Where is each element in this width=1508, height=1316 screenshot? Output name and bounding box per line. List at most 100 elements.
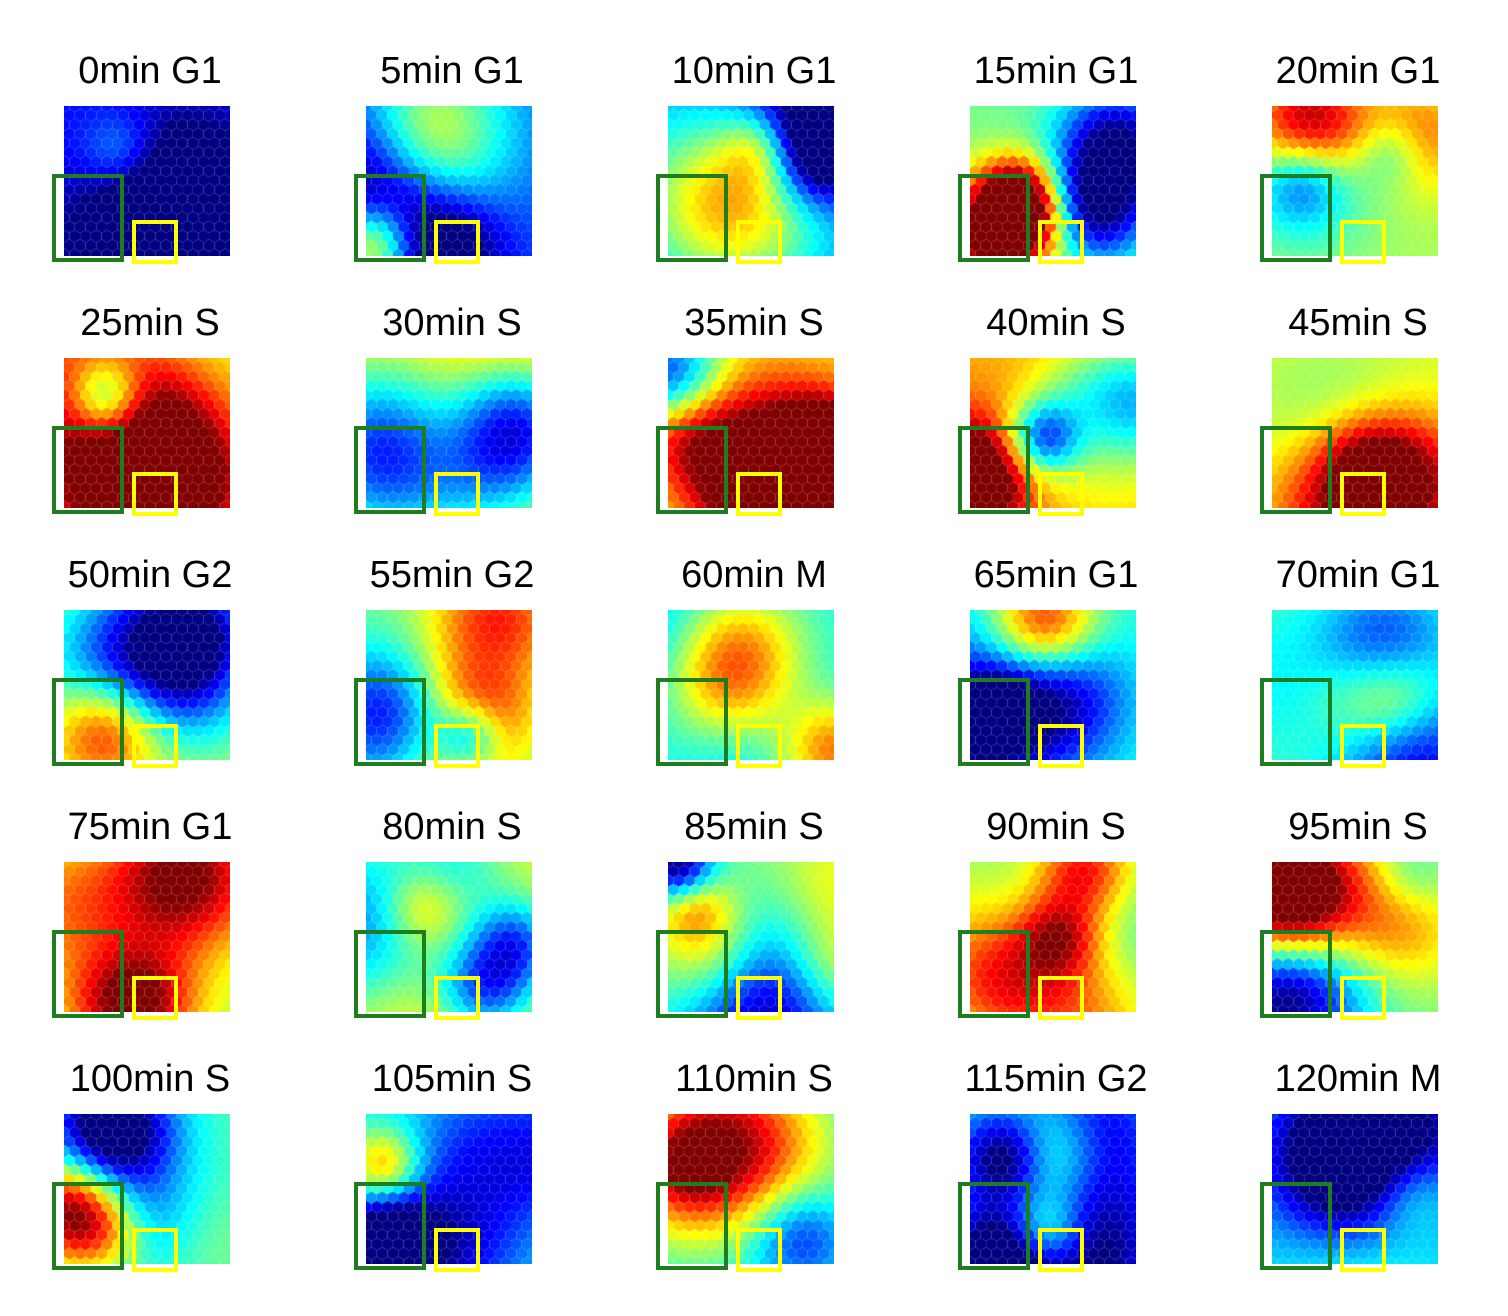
som-heatmap bbox=[52, 862, 252, 1042]
som-heatmap bbox=[656, 1114, 856, 1294]
hexagon-heatmap-canvas bbox=[366, 1114, 532, 1264]
yellow-highlight-box bbox=[132, 1228, 178, 1272]
hexagon-heatmap-canvas bbox=[64, 862, 230, 1012]
som-heatmap bbox=[354, 358, 554, 538]
panel-title: 45min S bbox=[1288, 302, 1428, 344]
panel-title: 40min S bbox=[986, 302, 1126, 344]
green-highlight-box bbox=[656, 1182, 728, 1270]
hexagon-heatmap-canvas bbox=[64, 106, 230, 256]
hexagon-heatmap-canvas bbox=[970, 106, 1136, 256]
som-heatmap bbox=[958, 862, 1158, 1042]
yellow-highlight-box bbox=[1038, 724, 1084, 768]
panel-title: 70min G1 bbox=[1275, 554, 1441, 596]
hexagon-heatmap-canvas bbox=[1272, 106, 1438, 256]
yellow-highlight-box bbox=[434, 724, 480, 768]
hexagon-heatmap-canvas bbox=[64, 358, 230, 508]
som-heatmap bbox=[52, 358, 252, 538]
green-highlight-box bbox=[354, 1182, 426, 1270]
panel-title: 115min G2 bbox=[964, 1058, 1148, 1100]
green-highlight-box bbox=[1260, 678, 1332, 766]
yellow-highlight-box bbox=[132, 472, 178, 516]
yellow-highlight-box bbox=[1340, 472, 1386, 516]
panel-title: 85min S bbox=[684, 806, 824, 848]
som-heatmap bbox=[1260, 358, 1460, 538]
hexagon-heatmap-canvas bbox=[64, 610, 230, 760]
yellow-highlight-box bbox=[132, 220, 178, 264]
hexagon-heatmap-canvas bbox=[970, 610, 1136, 760]
som-panel: 55min G2 bbox=[302, 552, 602, 804]
panel-title: 30min S bbox=[382, 302, 522, 344]
hexagon-heatmap-canvas bbox=[668, 1114, 834, 1264]
som-panel: 65min G1 bbox=[906, 552, 1206, 804]
som-panel: 25min S bbox=[0, 300, 300, 552]
som-heatmap bbox=[1260, 610, 1460, 790]
som-panel: 40min S bbox=[906, 300, 1206, 552]
som-heatmap bbox=[354, 1114, 554, 1294]
som-heatmap bbox=[1260, 1114, 1460, 1294]
yellow-highlight-box bbox=[132, 724, 178, 768]
yellow-highlight-box bbox=[736, 724, 782, 768]
panel-title: 110min S bbox=[675, 1058, 833, 1100]
yellow-highlight-box bbox=[132, 976, 178, 1020]
som-panel: 95min S bbox=[1208, 804, 1508, 1056]
yellow-highlight-box bbox=[434, 1228, 480, 1272]
green-highlight-box bbox=[958, 930, 1030, 1018]
green-highlight-box bbox=[52, 678, 124, 766]
som-panel: 5min G1 bbox=[302, 48, 602, 300]
som-heatmap bbox=[958, 1114, 1158, 1294]
yellow-highlight-box bbox=[1038, 1228, 1084, 1272]
yellow-highlight-box bbox=[1038, 976, 1084, 1020]
green-highlight-box bbox=[656, 678, 728, 766]
green-highlight-box bbox=[1260, 1182, 1332, 1270]
som-panel: 85min S bbox=[604, 804, 904, 1056]
green-highlight-box bbox=[656, 930, 728, 1018]
green-highlight-box bbox=[958, 174, 1030, 262]
som-panel: 105min S bbox=[302, 1056, 602, 1308]
panel-title: 75min G1 bbox=[67, 806, 233, 848]
som-panel: 120min M bbox=[1208, 1056, 1508, 1308]
som-panel: 15min G1 bbox=[906, 48, 1206, 300]
hexagon-heatmap-canvas bbox=[1272, 1114, 1438, 1264]
som-panel: 35min S bbox=[604, 300, 904, 552]
green-highlight-box bbox=[1260, 426, 1332, 514]
hexagon-heatmap-canvas bbox=[970, 358, 1136, 508]
som-heatmap bbox=[354, 610, 554, 790]
panel-title: 35min S bbox=[684, 302, 824, 344]
panel-title: 5min G1 bbox=[380, 50, 524, 92]
panel-title: 10min G1 bbox=[671, 50, 837, 92]
green-highlight-box bbox=[354, 930, 426, 1018]
green-highlight-box bbox=[656, 174, 728, 262]
som-heatmap bbox=[1260, 862, 1460, 1042]
green-highlight-box bbox=[354, 426, 426, 514]
som-panel: 20min G1 bbox=[1208, 48, 1508, 300]
green-highlight-box bbox=[1260, 930, 1332, 1018]
yellow-highlight-box bbox=[1340, 220, 1386, 264]
som-panel: 10min G1 bbox=[604, 48, 904, 300]
green-highlight-box bbox=[354, 174, 426, 262]
som-panel: 70min G1 bbox=[1208, 552, 1508, 804]
hexagon-heatmap-canvas bbox=[366, 862, 532, 1012]
yellow-highlight-box bbox=[736, 976, 782, 1020]
som-panel: 0min G1 bbox=[0, 48, 300, 300]
som-heatmap bbox=[656, 862, 856, 1042]
som-panel: 60min M bbox=[604, 552, 904, 804]
som-panel: 110min S bbox=[604, 1056, 904, 1308]
panel-title: 55min G2 bbox=[369, 554, 535, 596]
hexagon-heatmap-canvas bbox=[668, 106, 834, 256]
yellow-highlight-box bbox=[1340, 724, 1386, 768]
hexagon-heatmap-canvas bbox=[366, 358, 532, 508]
som-panel: 30min S bbox=[302, 300, 602, 552]
hexagon-heatmap-canvas bbox=[1272, 358, 1438, 508]
yellow-highlight-box bbox=[1038, 220, 1084, 264]
yellow-highlight-box bbox=[434, 976, 480, 1020]
som-heatmap bbox=[52, 1114, 252, 1294]
som-heatmap bbox=[656, 358, 856, 538]
green-highlight-box bbox=[354, 678, 426, 766]
panel-title: 95min S bbox=[1288, 806, 1428, 848]
yellow-highlight-box bbox=[434, 220, 480, 264]
som-panel: 100min S bbox=[0, 1056, 300, 1308]
yellow-highlight-box bbox=[1340, 1228, 1386, 1272]
panel-title: 65min G1 bbox=[973, 554, 1139, 596]
som-heatmap bbox=[656, 610, 856, 790]
hexagon-heatmap-canvas bbox=[970, 1114, 1136, 1264]
